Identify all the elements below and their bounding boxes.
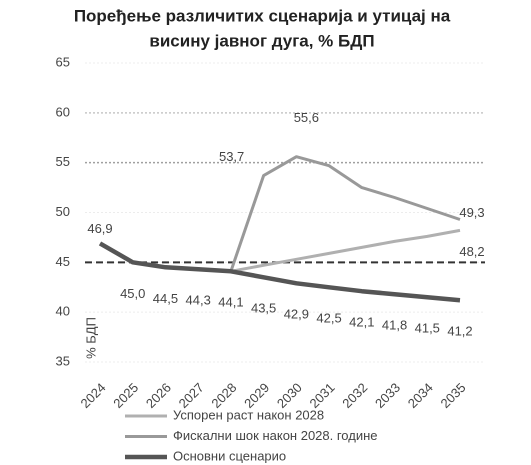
- y-tick-label: 40: [56, 304, 70, 319]
- x-tick-label: 2024: [77, 380, 108, 411]
- data-label: 44,3: [186, 293, 211, 308]
- x-tick-label: 2031: [307, 380, 338, 411]
- legend-label: Успорен раст након 2028: [173, 407, 324, 422]
- legend-label: Фискални шок након 2028. године: [173, 428, 378, 443]
- data-label: 44,1: [218, 295, 243, 310]
- series-line: [229, 155, 461, 272]
- series-line: [98, 241, 461, 303]
- y-axis-label: % БДП: [83, 317, 98, 359]
- series-line: [230, 228, 461, 273]
- chart-title: висину јавног дуга, % БДП: [149, 31, 374, 50]
- data-label: 45,0: [120, 286, 145, 301]
- data-label: 42,1: [349, 315, 374, 330]
- y-tick-label: 50: [56, 204, 70, 219]
- x-tick-label: 2033: [372, 380, 403, 411]
- y-tick-label: 65: [56, 54, 70, 69]
- x-tick-label: 2025: [110, 380, 141, 411]
- x-tick-label: 2028: [208, 380, 239, 411]
- y-tick-label: 55: [56, 154, 70, 169]
- data-label: 46,9: [87, 221, 112, 236]
- data-label: 55,6: [294, 110, 319, 125]
- x-tick-label: 2026: [143, 380, 174, 411]
- data-label: 53,7: [219, 149, 244, 164]
- x-tick-label: 2035: [437, 380, 468, 411]
- x-tick-label: 2034: [405, 380, 436, 411]
- data-label: 42,9: [284, 307, 309, 322]
- data-label: 41,8: [382, 318, 407, 333]
- data-label: 48,2: [459, 244, 484, 259]
- data-label: 49,3: [459, 205, 484, 220]
- data-label: 41,2: [447, 324, 472, 339]
- x-tick-label: 2027: [176, 380, 207, 411]
- x-tick-label: 2029: [241, 380, 272, 411]
- data-label: 42,5: [316, 311, 341, 326]
- x-tick-label: 2030: [274, 380, 305, 411]
- data-label: 43,5: [251, 301, 276, 316]
- y-tick-label: 35: [56, 353, 70, 368]
- legend-label: Основни сценарио: [173, 448, 286, 463]
- x-tick-label: 2032: [339, 380, 370, 411]
- y-tick-label: 45: [56, 254, 70, 269]
- y-tick-label: 60: [56, 104, 70, 119]
- data-label: 41,5: [415, 321, 440, 336]
- data-label: 44,5: [153, 291, 178, 306]
- chart-title: Поређење различитих сценарија и утицај н…: [74, 6, 451, 25]
